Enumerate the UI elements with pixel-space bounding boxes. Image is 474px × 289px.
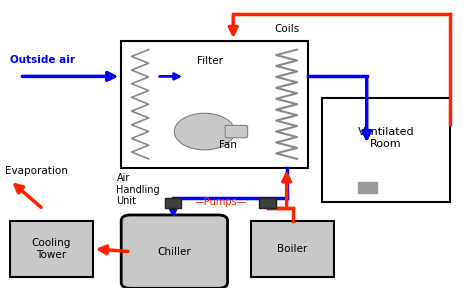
FancyBboxPatch shape — [225, 125, 247, 138]
FancyBboxPatch shape — [358, 182, 377, 193]
Text: Coils: Coils — [274, 24, 299, 34]
Text: Air
Handling
Unit: Air Handling Unit — [117, 173, 160, 206]
Text: Filter: Filter — [197, 56, 223, 66]
FancyBboxPatch shape — [322, 99, 450, 202]
Text: Outside air: Outside air — [10, 55, 75, 65]
Text: Fan: Fan — [219, 140, 237, 149]
FancyBboxPatch shape — [165, 199, 182, 208]
FancyBboxPatch shape — [121, 41, 308, 168]
Text: Cooling
Tower: Cooling Tower — [32, 238, 71, 260]
Text: Chiller: Chiller — [157, 247, 191, 257]
FancyBboxPatch shape — [121, 215, 228, 288]
FancyBboxPatch shape — [251, 221, 334, 277]
Text: —Pumps—: —Pumps— — [194, 197, 246, 207]
Circle shape — [174, 113, 235, 150]
FancyBboxPatch shape — [10, 221, 93, 277]
FancyBboxPatch shape — [259, 199, 276, 208]
Text: Ventilated
Room: Ventilated Room — [357, 127, 414, 149]
Text: Boiler: Boiler — [277, 244, 308, 254]
Text: Evaporation: Evaporation — [5, 166, 68, 176]
